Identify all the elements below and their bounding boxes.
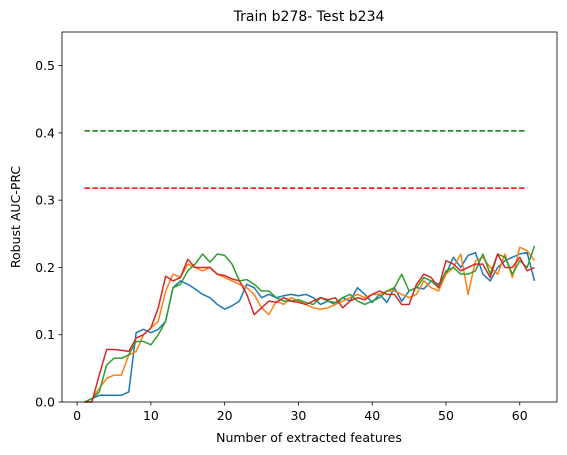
y-tick-label: 0.5 (35, 58, 55, 73)
y-tick-label: 0.0 (35, 395, 55, 410)
x-tick-label: 30 (290, 408, 306, 423)
series-line (84, 253, 535, 403)
x-tick-label: 40 (364, 408, 380, 423)
y-tick-label: 0.4 (35, 125, 55, 140)
y-tick-label: 0.3 (35, 193, 55, 208)
y-axis-label: Robust AUC-PRC (8, 166, 23, 269)
series-line (84, 251, 536, 403)
x-tick-label: 20 (217, 408, 233, 423)
series-line (84, 246, 536, 403)
y-tick-label: 0.1 (35, 327, 55, 342)
y-tick-label: 0.2 (35, 260, 55, 275)
x-tick-label: 50 (438, 408, 454, 423)
chart-title: Train b278- Test b234 (233, 9, 385, 25)
x-tick-label: 0 (73, 408, 81, 423)
x-tick-label: 60 (512, 408, 528, 423)
x-axis-label: Number of extracted features (216, 430, 402, 445)
x-tick-label: 10 (143, 408, 159, 423)
plot-frame (61, 31, 558, 403)
